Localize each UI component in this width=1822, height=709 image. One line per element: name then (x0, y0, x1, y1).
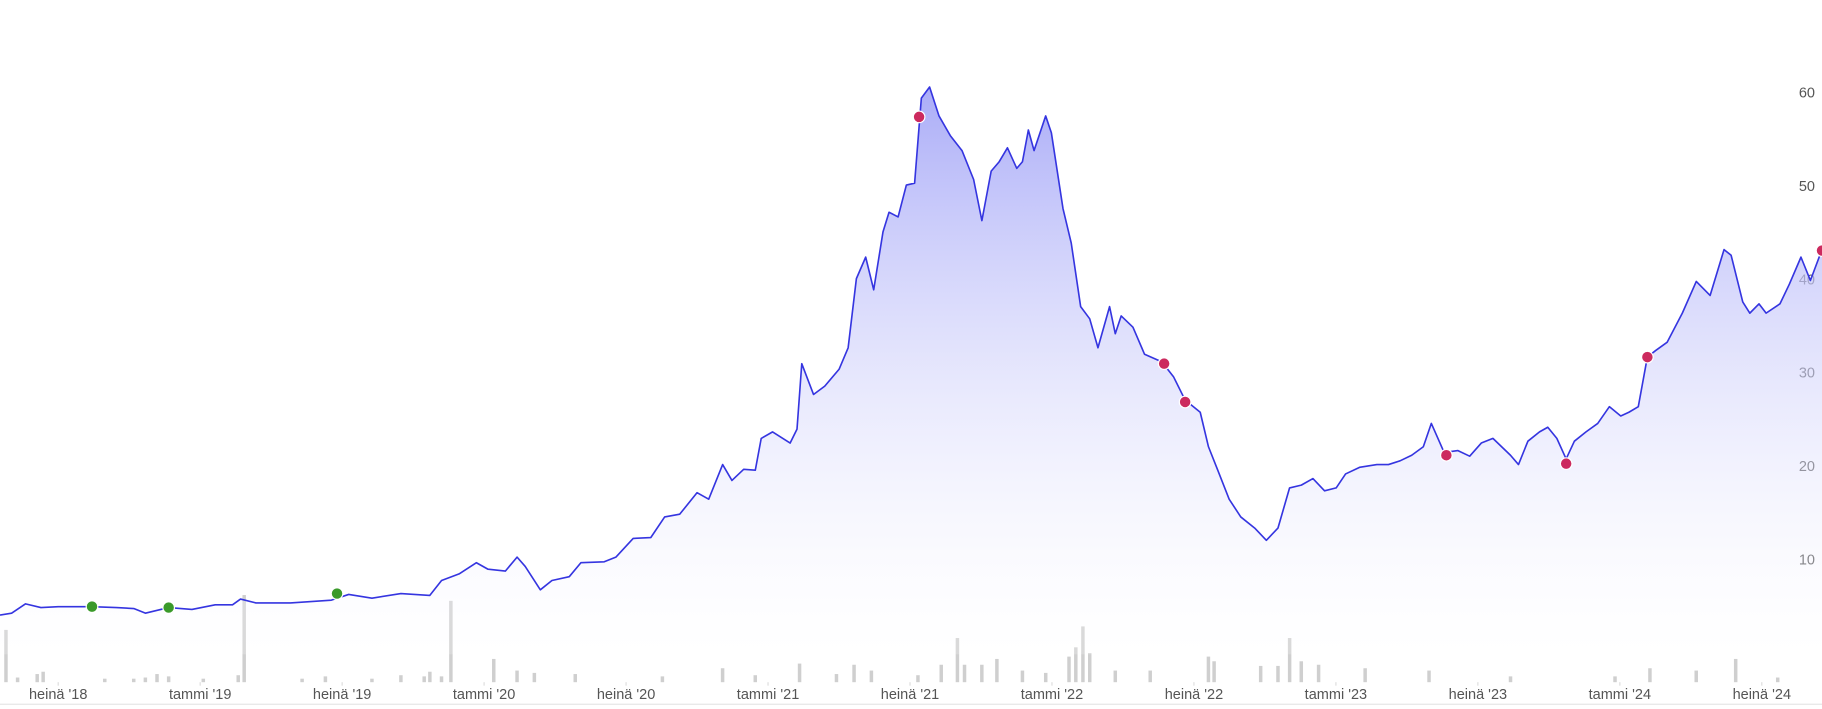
volume-bar (995, 658, 999, 683)
volume-bar (131, 678, 136, 683)
x-tick-label: heinä '23 (1449, 687, 1507, 703)
volume-bar (1212, 661, 1216, 683)
volume-bar (143, 677, 148, 683)
x-tick-label: tammi '21 (737, 687, 799, 703)
event-marker (1815, 244, 1822, 257)
volume-bar (1020, 670, 1025, 683)
volume-bar (515, 670, 519, 683)
x-tick-label: heinä '24 (1733, 687, 1791, 703)
volume-bar (834, 674, 839, 683)
event-marker (85, 600, 99, 614)
volume-bar (300, 678, 304, 683)
volume-bar (660, 676, 665, 683)
volume-bar (1067, 656, 1071, 683)
volume-bar (370, 678, 374, 683)
volume-bar (980, 664, 984, 683)
volume-bar (916, 675, 920, 683)
volume-bar (720, 668, 725, 683)
volume-bar (1148, 670, 1152, 683)
volume-bar (1648, 668, 1652, 683)
volume-bar (1775, 677, 1780, 683)
x-tick-label: heinä '22 (1165, 687, 1223, 703)
volume-bar (1287, 638, 1292, 683)
volume-bar (15, 677, 20, 683)
area (0, 87, 1822, 655)
volume-bar (753, 675, 758, 683)
volume-bar (201, 678, 206, 683)
event-marker (1178, 395, 1192, 409)
volume-bar (939, 664, 943, 683)
volume-bar (797, 663, 802, 683)
volume-bar (869, 670, 874, 683)
event-marker (912, 110, 926, 124)
volume-bar (573, 674, 577, 683)
x-tick-label: heinä '18 (29, 687, 87, 703)
volume-bar (1276, 665, 1280, 683)
volume-bar (1694, 670, 1698, 683)
volume-bar (422, 676, 426, 683)
event-marker (1559, 457, 1573, 471)
y-tick-label: 50 (1799, 179, 1815, 195)
event-marker (1157, 357, 1171, 371)
x-tick-label: tammi '24 (1589, 687, 1651, 703)
volume-bar (1363, 668, 1367, 683)
x-tick-label: tammi '20 (453, 687, 515, 703)
x-tick-label: tammi '22 (1021, 687, 1083, 703)
volume-bar (1733, 658, 1738, 683)
volume-bar (236, 675, 240, 683)
volume-bar (1206, 656, 1211, 683)
volume-bar (41, 671, 45, 683)
volume-bar (492, 658, 496, 683)
event-marker (330, 587, 344, 600)
volume-bar (955, 638, 960, 683)
x-tick-label: heinä '21 (881, 687, 939, 703)
price-line (0, 86, 1822, 616)
volume-bar (1508, 676, 1513, 683)
volume-bar (1613, 676, 1617, 683)
x-tick-label: heinä '20 (597, 687, 655, 703)
volume-bar (166, 676, 171, 683)
volume-bar (1258, 665, 1263, 683)
volume-bar (1113, 670, 1118, 683)
volume-bar (103, 678, 107, 683)
volume-bar (532, 672, 537, 683)
event-marker (1439, 448, 1453, 462)
volume-bar (1427, 670, 1431, 683)
volume-bar (428, 671, 432, 683)
volume-bar (323, 676, 328, 683)
volume-bar (1316, 664, 1321, 683)
volume-bar (4, 629, 8, 683)
volume-bar (962, 664, 967, 683)
event-marker (162, 601, 176, 614)
volume-bar (852, 664, 856, 683)
x-tick-label: tammi '23 (1305, 687, 1367, 703)
x-tick-label: heinä '19 (313, 687, 371, 703)
volume-bar (439, 676, 444, 683)
x-tick-label: tammi '19 (169, 687, 231, 703)
volume-bar (35, 674, 39, 683)
event-marker (1640, 350, 1654, 364)
volume-bar (1074, 647, 1078, 683)
volume-bar (1087, 653, 1092, 683)
volume-bar (155, 674, 159, 683)
volume-bar (399, 675, 403, 683)
volume-bar (1043, 672, 1048, 683)
volume-bar (1299, 661, 1304, 683)
y-tick-label: 60 (1799, 85, 1815, 101)
